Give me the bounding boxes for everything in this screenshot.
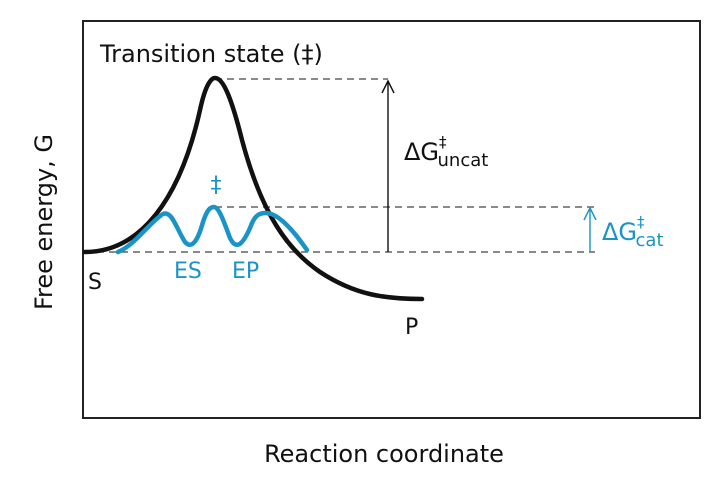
- catalyzed-curve: [115, 204, 310, 255]
- arrow-uncat-head: [381, 79, 395, 94]
- ep-label: EP: [232, 259, 259, 284]
- substrate-label: S: [88, 270, 102, 295]
- plot-frame: [82, 20, 701, 419]
- catalyzed-transition-label: ‡: [211, 173, 222, 198]
- delta-g-cat-label: ΔG‡ cat: [602, 213, 664, 251]
- uncatalyzed-curve: [82, 75, 425, 302]
- es-label: ES: [174, 259, 202, 284]
- diagram-title: Transition state (‡): [99, 40, 323, 68]
- x-axis-label: Reaction coordinate: [264, 440, 504, 468]
- product-label: P: [405, 315, 418, 340]
- arrow-cat-head: [583, 206, 597, 221]
- delta-g-uncat-label: ΔG‡ uncat: [404, 133, 488, 171]
- y-axis-label: Free energy, G: [30, 134, 58, 310]
